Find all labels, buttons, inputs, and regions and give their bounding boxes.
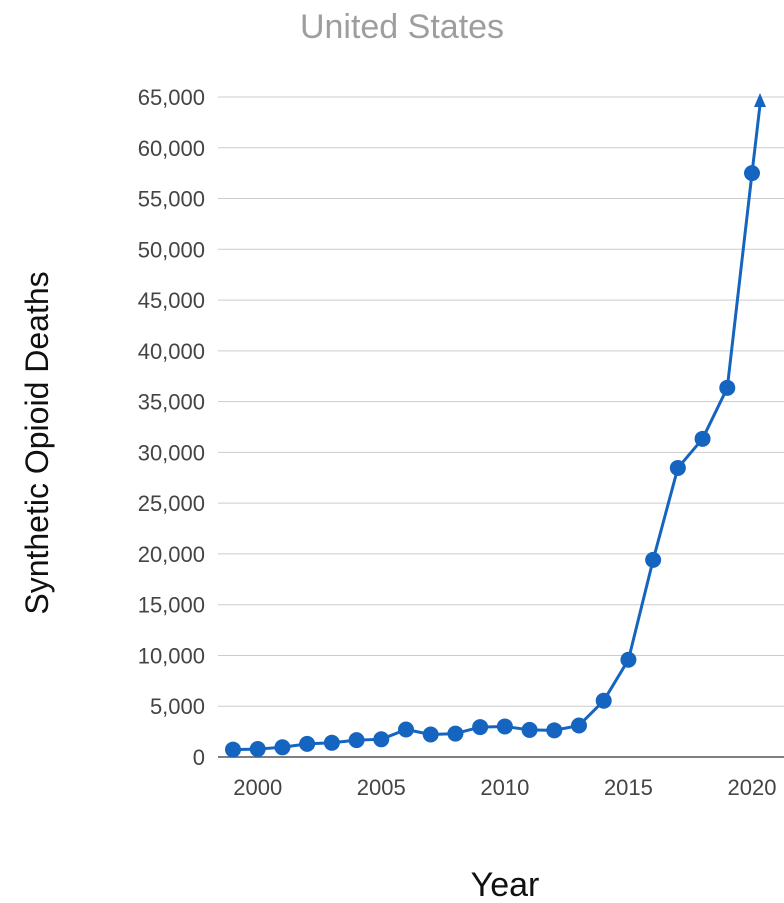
y-tick-label: 5,000 <box>150 694 205 719</box>
gridlines <box>218 96 784 758</box>
chart-title: United States <box>299 8 505 46</box>
data-point <box>348 732 365 749</box>
data-point <box>447 725 464 742</box>
y-tick-label: 35,000 <box>138 390 205 415</box>
data-point <box>373 731 390 748</box>
data-point <box>744 165 760 182</box>
data-point <box>571 717 587 734</box>
series-line-extension <box>750 104 762 174</box>
y-axis-label: Synthetic Opioid Deaths <box>19 271 55 614</box>
data-point <box>546 722 563 739</box>
y-tick-label: 0 <box>193 745 205 770</box>
x-axis-label: Year <box>471 866 540 903</box>
x-tick-label: 2005 <box>357 775 406 800</box>
x-tick-label: 2010 <box>480 775 529 800</box>
data-point <box>249 741 266 758</box>
y-tick-label: 60,000 <box>138 136 205 161</box>
series-synthetic-opioid-deaths <box>225 93 766 758</box>
y-axis-ticks: 0 5,000 10,000 15,000 20,000 25,000 30,000 35,0… <box>138 85 205 770</box>
data-point <box>422 726 439 743</box>
y-tick-label: 40,000 <box>138 339 205 364</box>
data-point <box>620 651 637 668</box>
y-tick-label: 65,000 <box>138 85 205 110</box>
arrow-head <box>754 93 766 107</box>
data-point <box>398 721 414 738</box>
data-point <box>323 734 340 751</box>
y-tick-label: 45,000 <box>138 288 205 313</box>
y-tick-label: 20,000 <box>138 542 205 567</box>
x-axis-ticks: 2000 2005 2010 2015 2020 <box>233 775 776 800</box>
data-point <box>472 719 489 736</box>
y-tick-label: 30,000 <box>138 440 205 465</box>
data-point <box>595 692 612 709</box>
data-point <box>719 379 736 396</box>
x-tick-label: 2015 <box>604 775 653 800</box>
data-point <box>669 459 686 476</box>
data-point <box>225 741 241 758</box>
x-tick-label: 2000 <box>233 775 282 800</box>
y-tick-label: 50,000 <box>138 237 205 262</box>
y-tick-label: 25,000 <box>138 491 205 516</box>
data-point <box>694 430 711 447</box>
y-tick-label: 55,000 <box>138 187 205 212</box>
data-point <box>274 739 291 756</box>
data-point <box>645 551 662 568</box>
data-point <box>521 721 538 738</box>
data-point <box>496 718 513 735</box>
y-tick-label: 10,000 <box>138 643 205 668</box>
series-line <box>232 172 754 752</box>
y-tick-label: 15,000 <box>138 593 205 618</box>
data-point <box>299 735 316 752</box>
x-tick-label: 2020 <box>728 775 777 800</box>
